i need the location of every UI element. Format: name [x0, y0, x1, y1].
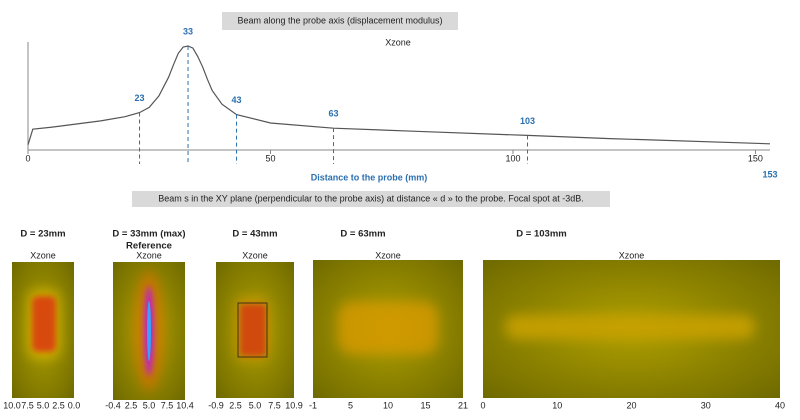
panel-tick-label: 7.5 [161, 400, 174, 410]
panel-header: Xzone [242, 250, 268, 260]
panel-tick-label: 0.0 [68, 400, 81, 410]
heatmap-5 [483, 260, 780, 398]
panel-label: D = 103mm [516, 229, 566, 240]
panel-header: Xzone [619, 250, 645, 260]
panel-label: D = 63mm [340, 229, 385, 240]
chart-title: Beam along the probe axis (displacement … [237, 15, 442, 25]
panel-header: Xzone [30, 250, 56, 260]
title-box [222, 12, 458, 30]
chart-subtitle: Xzone [385, 37, 411, 47]
panel-header: Xzone [136, 250, 162, 260]
x-tick-label: 50 [265, 153, 275, 163]
x-tick-label: 0 [25, 153, 30, 163]
heatmap-4 [313, 260, 463, 398]
panel-header: Xzone [375, 250, 401, 260]
panel-tick-label: 7.5 [268, 400, 281, 410]
panel-tick-label: 30 [701, 400, 711, 410]
panel-tick-label: 40 [775, 400, 785, 410]
marker-label: 33 [183, 26, 193, 36]
panel-label: D = 23mm [20, 229, 65, 240]
panel-tick-label: 10 [552, 400, 562, 410]
section-box [132, 191, 610, 207]
panel-tick-label: 21 [458, 400, 468, 410]
panel-tick-label: 5.0 [249, 400, 262, 410]
panel-tick-label: -1 [309, 400, 317, 410]
marker-label: 43 [232, 95, 242, 105]
heatmap-1 [12, 262, 74, 398]
panel-tick-label: 10.9 [285, 400, 303, 410]
panel-tick-label: -0.4 [105, 400, 121, 410]
panel-tick-label: 20 [626, 400, 636, 410]
panel-label: D = 33mm (max) [112, 229, 185, 240]
x-tick-label: 150 [748, 153, 763, 163]
panel-tick-label: 2.5 [229, 400, 242, 410]
marker-label: 103 [520, 116, 535, 126]
panel-tick-label: 7.5 [21, 400, 34, 410]
x-end-label: 153 [762, 169, 777, 179]
panel-label: D = 43mm [232, 229, 277, 240]
panel-tick-label: 5 [348, 400, 353, 410]
marker-label: 23 [135, 93, 145, 103]
heatmap-3 [216, 262, 294, 398]
x-axis-label: Distance to the probe (mm) [311, 172, 428, 182]
panel-sublabel: Reference [126, 241, 172, 252]
panel-tick-label: 2.5 [52, 400, 65, 410]
section-title: Beam s in the XY plane (perpendicular to… [158, 193, 584, 203]
panel-tick-label: 5.0 [37, 400, 50, 410]
x-tick-label: 100 [505, 153, 520, 163]
panel-tick-label: 10.0 [3, 400, 21, 410]
panel-tick-label: 0 [480, 400, 485, 410]
panel-tick-label: 10 [383, 400, 393, 410]
panel-tick-label: -0.9 [208, 400, 224, 410]
panel-tick-label: 15 [420, 400, 430, 410]
heatmap-2 [113, 262, 185, 400]
panel-tick-label: 2.5 [125, 400, 138, 410]
marker-label: 63 [329, 109, 339, 119]
panel-tick-label: 10.4 [176, 400, 194, 410]
panel-tick-label: 5.0 [143, 400, 156, 410]
